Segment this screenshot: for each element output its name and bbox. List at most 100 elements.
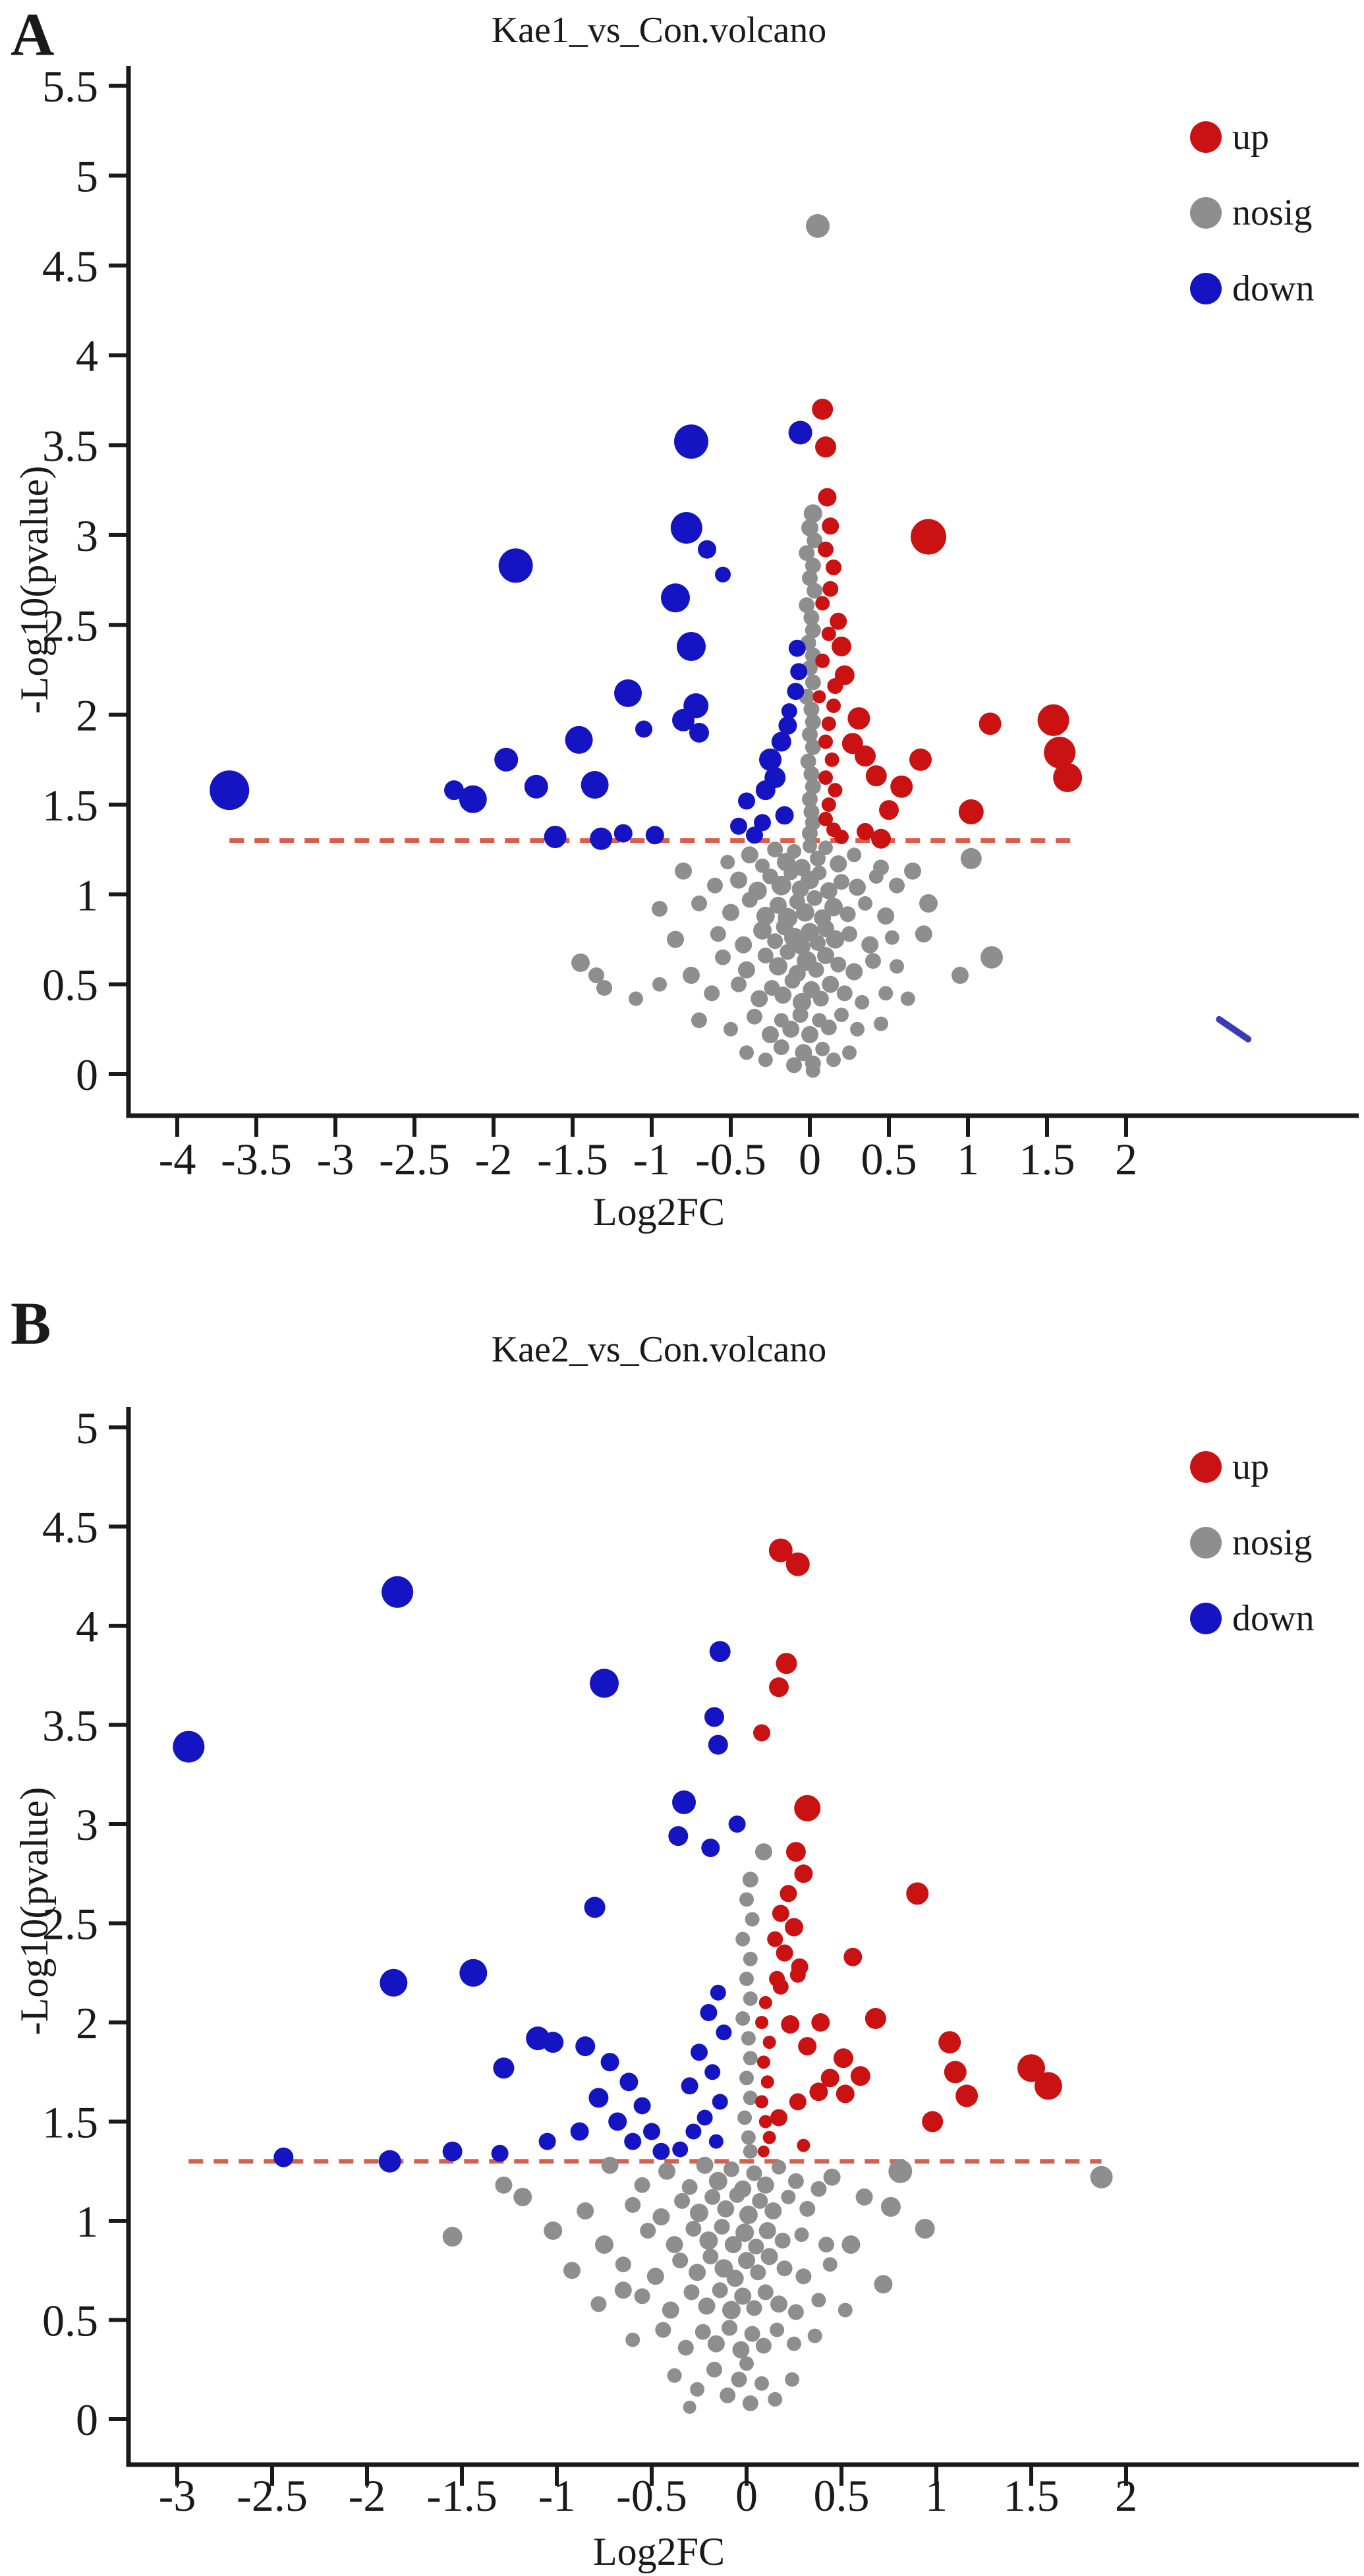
data-point-nosig [842, 1045, 857, 1060]
data-point-nosig [802, 791, 818, 807]
data-point-up [762, 2036, 776, 2049]
data-point-nosig [769, 957, 787, 976]
data-point-down [696, 2109, 713, 2126]
data-point-down [778, 716, 797, 735]
data-point-down [787, 683, 805, 701]
data-point-nosig [675, 862, 692, 880]
data-point-down [491, 2144, 509, 2162]
x-tick-label: 0 [735, 2471, 758, 2521]
data-point-nosig [806, 214, 830, 238]
data-point-nosig [667, 930, 684, 948]
data-point-nosig [691, 1012, 707, 1029]
data-point-nosig [706, 2361, 722, 2378]
data-point-down [781, 703, 797, 720]
data-point-nosig [803, 504, 822, 523]
x-tick-label: -2 [349, 2471, 386, 2521]
data-point-up [955, 2084, 979, 2107]
data-point-nosig [691, 895, 707, 911]
data-point-down [672, 708, 695, 731]
data-point-down [670, 512, 702, 544]
data-point-nosig [817, 947, 834, 964]
data-point-nosig [787, 2173, 804, 2189]
data-point-down [643, 2123, 660, 2140]
data-point-up [938, 2031, 961, 2054]
data-point-nosig [785, 2372, 800, 2387]
x-tick-label: -0.5 [616, 2471, 687, 2521]
data-point-nosig [799, 2200, 816, 2217]
data-point-down [581, 771, 609, 799]
data-point-nosig [826, 930, 845, 949]
data-point-nosig [836, 985, 853, 1002]
data-point-nosig [652, 977, 667, 992]
data-point-nosig [884, 930, 899, 945]
data-point-nosig [658, 2162, 675, 2180]
data-point-down [590, 1669, 619, 1698]
data-point-up [809, 2082, 828, 2102]
data-point-up [780, 1885, 797, 1903]
data-point-nosig [818, 840, 833, 855]
data-point-nosig [752, 2192, 768, 2209]
data-point-nosig [743, 2051, 758, 2066]
x-tick-label: 2 [1115, 1134, 1137, 1184]
data-point-nosig [807, 890, 823, 906]
x-tick-label: -3 [317, 1134, 355, 1184]
data-point-up [1053, 763, 1083, 792]
panel-label-b: B [11, 1290, 51, 1357]
data-point-down [715, 566, 731, 583]
data-point-down [498, 548, 533, 583]
data-point-down [575, 2036, 596, 2057]
x-tick-label: 0.5 [861, 1134, 917, 1184]
data-point-nosig [596, 980, 612, 996]
data-point-up [812, 690, 826, 704]
data-point-nosig [756, 2176, 774, 2194]
legend-item-up: up [1190, 99, 1361, 175]
data-point-nosig [801, 1026, 818, 1043]
data-point-nosig [792, 1007, 809, 1023]
data-point-nosig [655, 2322, 671, 2338]
data-point-nosig [731, 2371, 747, 2388]
data-point-up [794, 1794, 821, 1821]
legend-label-up: up [1232, 1446, 1269, 1487]
data-point-up [815, 436, 836, 458]
data-point-down [661, 583, 690, 613]
data-point-down [672, 2141, 689, 2158]
data-point-up [820, 2069, 839, 2088]
data-point-nosig [810, 934, 826, 951]
y-tick-label: 2 [76, 1998, 98, 2048]
data-point-nosig [735, 936, 753, 954]
data-point-down [538, 2132, 556, 2150]
data-point-nosig [805, 558, 821, 574]
data-point-down [691, 2044, 708, 2061]
data-point-nosig [652, 2208, 670, 2225]
y-tick-label: 0 [76, 1050, 98, 1100]
data-point-down [689, 722, 709, 743]
data-point-nosig [855, 2188, 873, 2206]
data-point-nosig [771, 875, 791, 896]
data-point-up [827, 678, 843, 694]
data-point-nosig [735, 1932, 751, 1947]
data-point-nosig [755, 858, 770, 873]
data-point-nosig [877, 907, 895, 925]
data-point-nosig [699, 2231, 718, 2250]
data-point-up [811, 2013, 830, 2032]
data-point-down [754, 814, 771, 832]
data-point-nosig [838, 2303, 853, 2318]
data-point-nosig [737, 2110, 753, 2125]
x-tick-label: -2.5 [237, 2471, 308, 2521]
data-point-up [815, 653, 830, 668]
x-tick-label: 2 [1115, 2471, 1137, 2521]
data-point-nosig [746, 2165, 762, 2181]
data-point-nosig [751, 990, 768, 1008]
data-point-down [730, 817, 747, 835]
data-point-up [785, 1918, 803, 1937]
data-point-up [821, 797, 836, 812]
data-point-nosig [865, 953, 881, 969]
data-point-nosig [735, 2011, 751, 2026]
data-point-nosig [757, 948, 774, 963]
data-point-nosig [807, 2328, 822, 2343]
data-point-nosig [662, 2301, 679, 2319]
data-point-nosig [748, 2239, 764, 2255]
legend-a: up nosig down [1190, 99, 1361, 326]
data-point-nosig [625, 2196, 641, 2213]
